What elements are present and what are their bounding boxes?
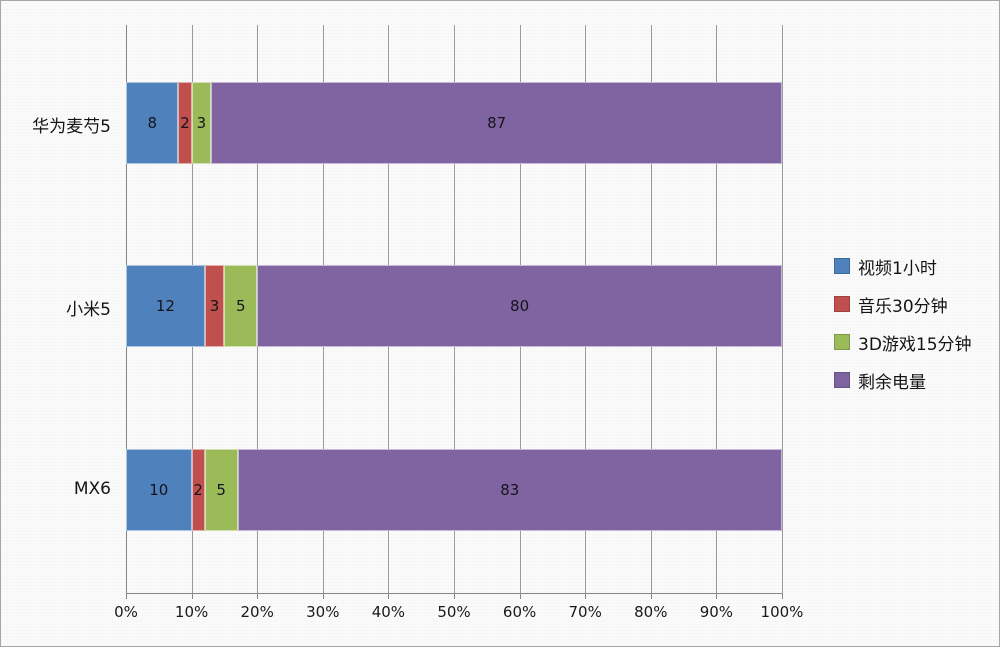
bar-value-label: 83 xyxy=(500,480,520,499)
tick-mark xyxy=(716,594,718,599)
category-label-华为麦芍5: 华为麦芍5 xyxy=(32,117,111,137)
x-axis-tick-label: 90% xyxy=(699,603,734,621)
x-axis-tick-label: 100% xyxy=(760,603,804,621)
legend-item[interactable]: 剩余电量 xyxy=(834,361,972,399)
bar-segment[interactable]: 87 xyxy=(211,82,782,164)
bar-value-label: 3 xyxy=(196,113,207,132)
tick-mark xyxy=(322,594,324,599)
gridline-100% xyxy=(782,25,783,594)
plot-area: 0% 10% 20% 30% 40% 50% 60% 70% 80% 90% 100% 8 2 3 87 1… xyxy=(114,25,803,621)
bar-segment[interactable]: 10 xyxy=(126,449,192,531)
legend-label: 3D游戏15分钟 xyxy=(858,334,972,355)
bar-segment[interactable]: 5 xyxy=(224,265,258,347)
bar-segment[interactable]: 80 xyxy=(257,265,782,347)
x-axis-tick-label: 70% xyxy=(568,603,602,621)
bar-segment[interactable]: 12 xyxy=(126,265,205,347)
chart-legend: 视频1小时音乐30分钟 3D游戏15分钟 剩余电量 xyxy=(834,247,972,399)
bar-value-label: 5 xyxy=(216,480,226,499)
tick-mark xyxy=(519,594,521,599)
legend-swatch-icon xyxy=(834,334,850,350)
legend-label: 音乐30分钟 xyxy=(858,296,948,317)
bar-value-label: 80 xyxy=(510,296,530,315)
bar-value-label: 8 xyxy=(147,113,157,132)
tick-mark xyxy=(585,594,587,599)
tick-mark xyxy=(126,594,127,599)
bar-value-label: 10 xyxy=(149,480,169,499)
x-axis-tick-label: 40% xyxy=(371,603,406,621)
legend-item[interactable]: 3D游戏15分钟 xyxy=(834,323,972,361)
tick-mark xyxy=(191,594,193,599)
category-label-小米5: 小米5 xyxy=(66,300,111,320)
bar-segment[interactable]: 5 xyxy=(204,449,238,531)
bar-value-label: 5 xyxy=(236,296,246,315)
bar-segment[interactable]: 83 xyxy=(237,449,782,531)
legend-label: 剩余电量 xyxy=(858,372,926,393)
category-label-MX6: MX6 xyxy=(73,479,111,499)
bar-segment[interactable]: 8 xyxy=(126,82,179,164)
x-axis-tick-label: 30% xyxy=(306,603,340,621)
legend-label: 视频1小时 xyxy=(858,258,937,279)
bar-segment[interactable]: 2 xyxy=(191,449,205,531)
bar-value-label: 2 xyxy=(193,480,203,499)
legend-swatch-icon xyxy=(834,372,850,388)
x-axis-tick-label: 20% xyxy=(240,603,274,621)
bar-value-label: 3 xyxy=(209,296,220,315)
x-axis-tick-label: 0% xyxy=(114,603,138,621)
x-axis-tick-label: 60% xyxy=(502,603,537,621)
x-axis-tick-label: 50% xyxy=(437,603,471,621)
bar-segment[interactable]: 2 xyxy=(178,82,192,164)
tick-mark xyxy=(782,594,783,599)
tick-mark xyxy=(454,594,455,599)
legend-swatch-icon xyxy=(834,258,850,274)
legend-item[interactable]: 视频1小时 xyxy=(834,247,972,285)
tick-mark xyxy=(257,594,259,599)
bar-segment[interactable]: 3 xyxy=(191,82,212,164)
x-axis-tick-label: 10% xyxy=(174,603,209,621)
bar-value-label: 12 xyxy=(155,296,175,315)
bar-row: 12 3 5 80 xyxy=(126,265,782,347)
bar-value-label: 2 xyxy=(180,113,190,132)
bar-row: 10 2 5 83 xyxy=(126,449,782,531)
bar-segment[interactable]: 3 xyxy=(204,265,225,347)
legend-swatch-icon xyxy=(834,296,850,312)
bar-value-label: 87 xyxy=(487,113,507,132)
tick-mark xyxy=(388,594,390,599)
bar-row: 8 2 3 87 xyxy=(126,82,782,164)
legend-item[interactable]: 音乐30分钟 xyxy=(834,285,972,323)
tick-mark xyxy=(650,594,652,599)
x-axis-tick-label: 80% xyxy=(634,603,668,621)
